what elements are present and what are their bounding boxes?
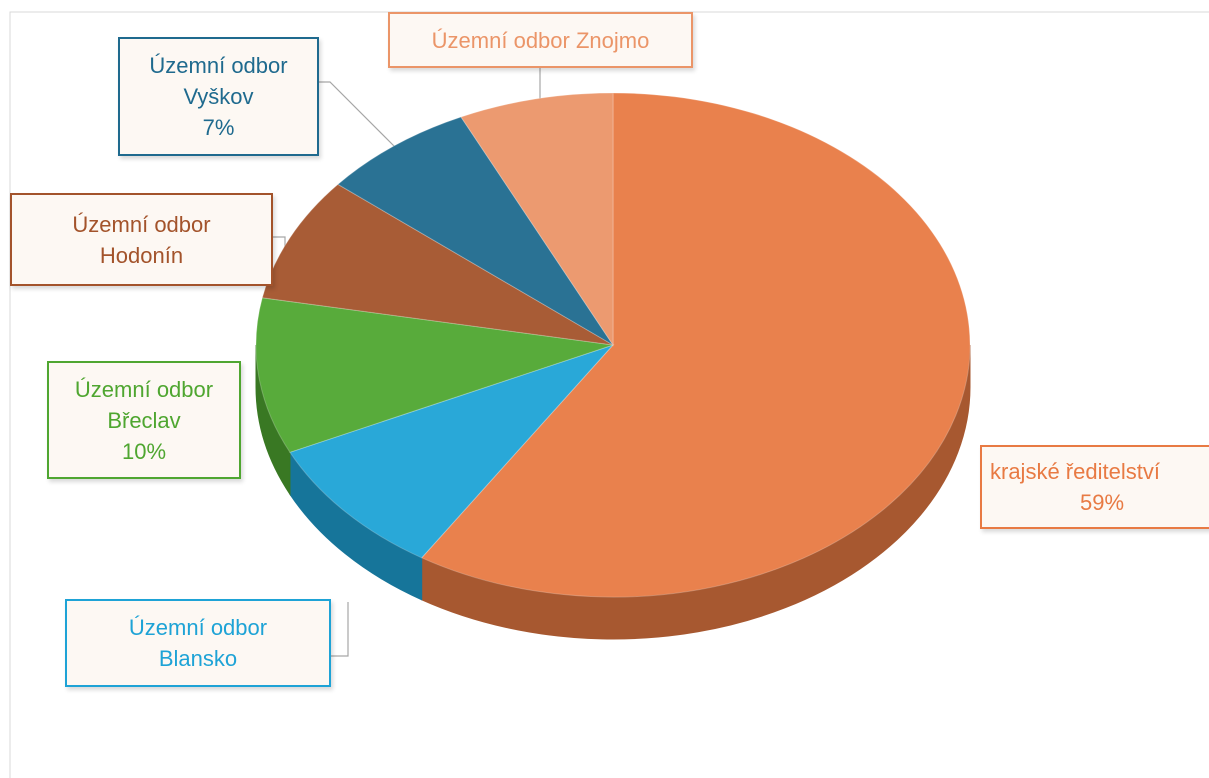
data-label: Územní odbor Břeclav 10% bbox=[47, 361, 241, 479]
category-label: Územní odbor Hodonín bbox=[72, 211, 211, 268]
data-label: krajské ředitelství 59% bbox=[980, 445, 1209, 529]
category-label: Územní odbor Blansko bbox=[128, 615, 268, 671]
pie-slice bbox=[261, 183, 614, 346]
pie-slice bbox=[460, 92, 614, 347]
data-label: Územní odbor Hodonín bbox=[10, 193, 273, 286]
pie-slice bbox=[420, 92, 971, 598]
category-label: Územní odbor Znojmo bbox=[431, 27, 650, 53]
value-label: 7% bbox=[202, 115, 235, 140]
data-label: Územní odbor Vyškov 7% bbox=[118, 37, 319, 156]
leader-lines bbox=[272, 67, 541, 657]
pie-tops bbox=[255, 92, 971, 598]
category-label: Územní odbor Vyškov bbox=[149, 53, 288, 109]
data-label: Územní odbor Blansko bbox=[65, 599, 331, 687]
pie-slice bbox=[289, 343, 615, 559]
leader-line bbox=[318, 81, 399, 151]
pie-slice bbox=[337, 116, 614, 346]
value-label: 59% bbox=[1080, 490, 1125, 515]
data-label: Územní odbor Znojmo bbox=[388, 12, 693, 68]
leader-line bbox=[330, 602, 349, 657]
pie-slice bbox=[255, 297, 614, 453]
value-label: 10% bbox=[121, 438, 167, 464]
category-label: Územní odbor Břeclav bbox=[74, 376, 214, 433]
category-label: krajské ředitelství bbox=[990, 459, 1160, 484]
